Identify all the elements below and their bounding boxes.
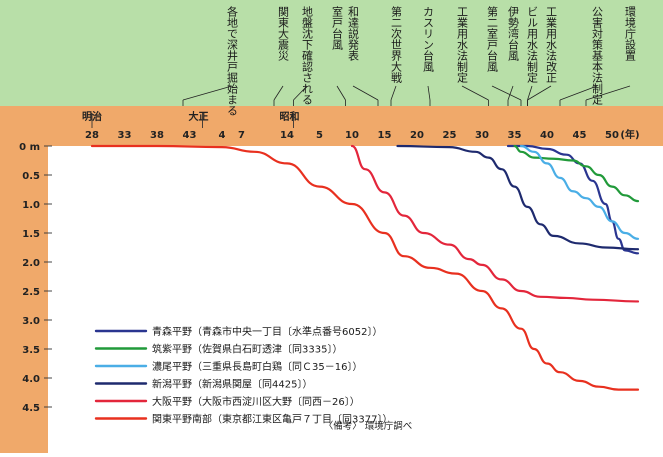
x-tick-label: 50 <box>605 130 619 141</box>
event-leader <box>182 85 233 101</box>
depth-axis: 0 m 0.5 1.0 1.5 2.0 2.5 3.0 3.5 4.0 4.5 <box>19 142 52 414</box>
legend-label: 濃尾平野（三重県長島町白鶏〔同Ｃ35－16〕） <box>152 360 362 373</box>
event-label: 各地で深井戸掘始まる <box>226 5 239 116</box>
x-unit-label: (年) <box>620 128 639 141</box>
event-leader <box>273 85 284 101</box>
events-band <box>0 0 663 106</box>
event-leader <box>507 85 514 101</box>
event-label: 関東大震災 <box>277 6 290 61</box>
event-leader <box>559 85 598 101</box>
x-tick-label: 7 <box>238 130 245 141</box>
legend: 青森平野（青森市中央一丁目〔水準点番号6052〕） 筑紫平野（佐賀県白石町透津〔同… <box>94 325 392 426</box>
depth-axis-band <box>0 146 48 453</box>
event-label: 和達説発表 <box>347 6 360 62</box>
x-tick-label: 35 <box>508 130 522 141</box>
event-annotations: 各地で深井戸掘始まる 関東大震災 地盤沈下確認される 室戸台風 和達説発表 第二次世界大戦… <box>182 5 637 116</box>
event-leader <box>461 85 489 101</box>
y-tick-label: 2.5 <box>22 287 40 298</box>
x-tick-label: 38 <box>150 130 164 141</box>
y-tick-label: 2.0 <box>22 258 40 269</box>
event-label: カスリン台風 <box>422 6 435 73</box>
y-tick-label: 4.5 <box>22 403 40 414</box>
x-tick-label: 5 <box>316 130 323 141</box>
x-tick-label: 33 <box>118 130 132 141</box>
x-tick-label: 14 <box>280 130 294 141</box>
event-label: 地盤沈下確認される <box>301 6 314 105</box>
y-tick-label: 0 m <box>19 142 40 153</box>
x-tick-label: 4 <box>219 130 226 141</box>
series-line <box>396 144 640 251</box>
x-tick-label: 25 <box>443 130 457 141</box>
legend-label: 新潟平野（新潟県関屋〔同4425〕） <box>152 378 312 391</box>
y-tick-label: 1.5 <box>22 229 40 240</box>
event-label: ビル用水法制定 <box>526 6 539 84</box>
legend-label: 筑紫平野（佐賀県白石町透津〔同3335〕） <box>152 343 342 356</box>
y-tick-label: 3.5 <box>22 345 40 356</box>
series-lines <box>90 144 640 391</box>
era-label: 昭和 <box>280 110 300 123</box>
y-tick-label: 4.0 <box>22 374 40 385</box>
event-label: 第二次世界大戦 <box>390 5 403 84</box>
event-label: 環境庁設置 <box>624 6 637 61</box>
legend-label: 大阪平野（大阪市西淀川区大野〔同西－26〕） <box>152 395 360 408</box>
y-tick-label: 0.5 <box>22 171 40 182</box>
event-leader <box>336 85 346 101</box>
x-tick-label: 10 <box>345 130 359 141</box>
event-leader <box>527 85 552 101</box>
legend-label: 青森平野（青森市中央一丁目〔水準点番号6052〕） <box>152 325 382 338</box>
x-tick-label: 20 <box>410 130 424 141</box>
event-leader <box>427 85 431 101</box>
event-label: 伊勢湾台風 <box>507 6 520 62</box>
legend-label: 関東平野南部（東京都江東区亀戸７丁目〔同3377〕） <box>152 413 392 426</box>
event-leader <box>352 85 379 101</box>
event-leader <box>585 85 631 101</box>
year-axis-band <box>0 106 663 146</box>
series-line <box>90 144 640 391</box>
event-label: 室戸台風 <box>331 5 344 51</box>
series-line <box>506 144 640 255</box>
era-label: 大正 <box>189 110 209 123</box>
series-line <box>519 144 640 240</box>
x-tick-label: 15 <box>378 130 392 141</box>
y-tick-label: 1.0 <box>22 200 40 211</box>
y-tick-label: 3.0 <box>22 316 40 327</box>
x-tick-label: 28 <box>85 130 99 141</box>
x-tick-label: 43 <box>183 130 197 141</box>
event-label: 工業用水法改正 <box>545 6 558 83</box>
event-label: 工業用水法制定 <box>456 6 469 84</box>
event-leader <box>293 85 308 101</box>
x-tick-label: 30 <box>475 130 489 141</box>
series-line <box>513 144 640 203</box>
x-tick-label: 45 <box>573 130 587 141</box>
event-leader <box>527 85 533 101</box>
series-line <box>350 144 640 303</box>
x-tick-label: 40 <box>540 130 554 141</box>
event-leader <box>390 85 397 101</box>
event-label: 公害対策基本法制定 <box>591 6 604 106</box>
event-label: 第二室戸台風 <box>486 5 499 73</box>
event-leader <box>491 85 522 101</box>
source-note: 〈備考〉 環境庁調べ <box>324 420 413 432</box>
